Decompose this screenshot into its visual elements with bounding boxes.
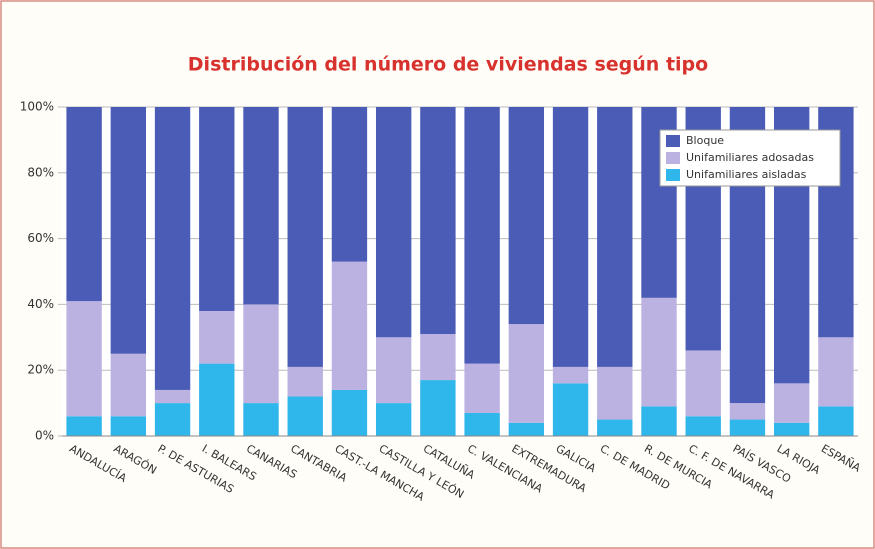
bar-segment [729,419,766,436]
bar-segment [287,107,323,367]
bar-segment [641,297,677,407]
bar-segment [375,337,412,404]
chart-title: Distribución del número de viviendas seg… [188,54,708,76]
bar-segment [287,396,323,436]
y-tick-label: 80% [27,165,54,179]
legend-swatch [666,169,680,181]
bar-segment [420,107,456,335]
bar-segment [243,107,279,305]
bar-segment [552,383,589,436]
y-tick-label: 100% [20,100,54,114]
bar-segment [66,416,102,436]
bar-segment [243,403,279,436]
bar-segment [597,419,633,436]
legend-label: Unifamiliares adosadas [686,151,814,164]
bar-segment [773,383,810,423]
bar-segment [420,334,456,381]
bar-segment [199,310,235,364]
legend-box [659,129,841,187]
bar-segment [508,324,545,423]
bar-segment [287,366,323,397]
bar-segment [597,366,633,420]
bar-segment [331,107,368,262]
bar-segment [66,107,102,302]
bar-segment [552,107,589,367]
bar-segment [331,261,368,390]
bar-segment [508,422,545,436]
bar-segment [685,350,721,417]
bar-segment [375,403,412,436]
bar-segment [110,353,147,417]
bar-segment [729,403,766,420]
bar-segment [243,304,279,404]
bar-segment [641,406,677,436]
bar-segment [464,363,500,413]
bar-segment [464,107,500,364]
bar-segment [818,406,854,436]
bar-segment [110,416,147,436]
bar-segment [508,107,545,325]
bar-segment [154,403,191,436]
legend-label: Bloque [686,134,724,147]
bar-segment [773,422,810,436]
y-tick-label: 40% [27,297,54,311]
bar-segment [552,366,589,384]
bar-segment [375,107,412,338]
bar-segment [66,301,102,417]
bar-segment [154,107,191,390]
bar-segment [420,380,456,436]
bar-segment [199,107,235,311]
bar-segment [818,337,854,407]
bar-segment [685,416,721,436]
legend-swatch [666,135,680,147]
bar-segment [154,389,191,404]
legend-label: Unifamiliares aisladas [686,168,807,181]
y-tick-label: 60% [27,231,54,245]
y-tick-label: 0% [35,429,54,443]
bar-segment [331,389,368,436]
bar-segment [597,107,633,367]
bar-segment [464,412,500,436]
legend-swatch [666,152,680,164]
bar-segment [199,363,235,436]
y-tick-label: 20% [27,363,54,377]
bar-segment [110,107,147,354]
